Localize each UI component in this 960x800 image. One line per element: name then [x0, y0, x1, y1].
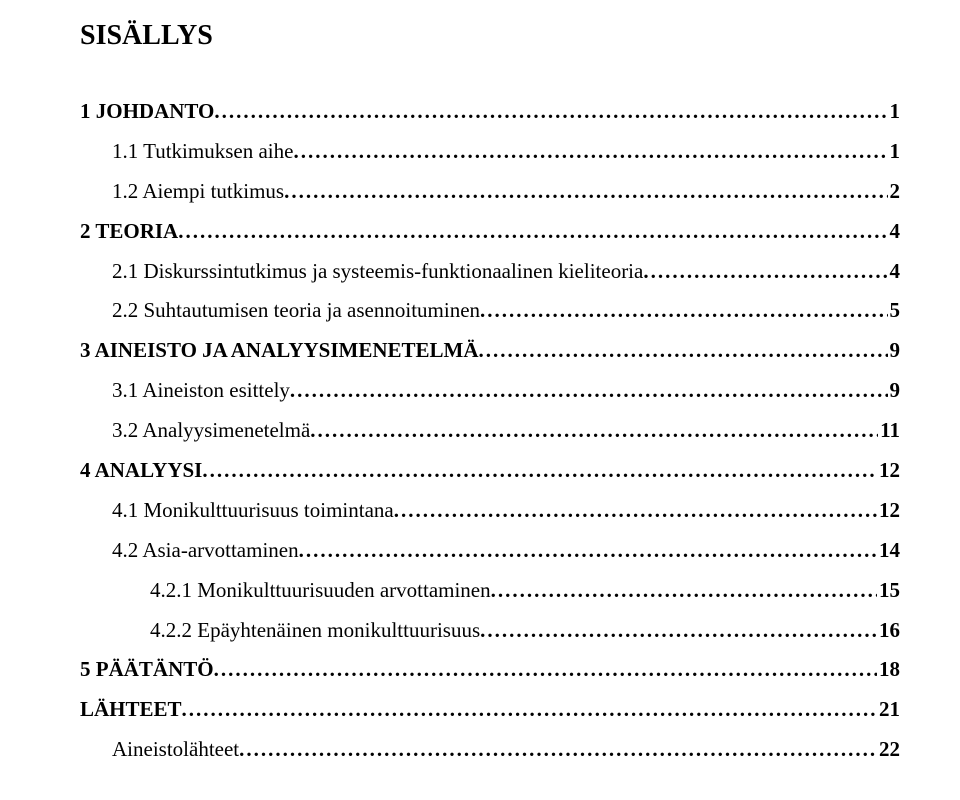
toc-entry-label: 2 TEORIA: [80, 212, 178, 252]
toc-entry: LÄHTEET 21: [80, 690, 900, 730]
toc-leader-dots: [182, 690, 877, 730]
toc-leader-dots: [214, 650, 877, 690]
toc-leader-dots: [491, 571, 877, 611]
toc-entry: 3 AINEISTO JA ANALYYSIMENETELMÄ 9: [80, 331, 900, 371]
toc-entry-page: 1: [888, 92, 901, 132]
toc-entry-label: 4.2.2 Epäyhtenäinen monikulttuurisuus: [80, 611, 480, 651]
toc-leader-dots: [284, 172, 887, 212]
toc-entry-label: 3 AINEISTO JA ANALYYSIMENETELMÄ: [80, 331, 479, 371]
toc-entry-label: 3.2 Analyysimenetelmä: [80, 411, 310, 451]
toc-entry-label: 4.1 Monikulttuurisuus toimintana: [80, 491, 394, 531]
toc-entry-label: Aineistolähteet: [80, 730, 239, 770]
toc-list: 1 JOHDANTO11.1 Tutkimuksen aihe11.2 Aiem…: [80, 92, 900, 770]
toc-entry-page: 15: [877, 571, 900, 611]
toc-entry-page: 14: [877, 531, 900, 571]
toc-leader-dots: [214, 92, 887, 132]
toc-entry: 2.1 Diskurssintutkimus ja systeemis-funk…: [80, 252, 900, 292]
toc-entry: 4.2 Asia-arvottaminen 14: [80, 531, 900, 571]
toc-entry-label: 4.2.1 Monikulttuurisuuden arvottaminen: [80, 571, 491, 611]
toc-entry-label: 2.1 Diskurssintutkimus ja systeemis-funk…: [80, 252, 643, 292]
toc-entry-page: 4: [888, 252, 901, 292]
toc-leader-dots: [479, 331, 888, 371]
toc-leader-dots: [299, 531, 877, 571]
toc-title: SISÄLLYS: [80, 20, 900, 52]
toc-leader-dots: [239, 730, 877, 770]
toc-entry-page: 2: [888, 172, 901, 212]
toc-entry-page: 5: [888, 291, 901, 331]
toc-entry: 1.1 Tutkimuksen aihe 1: [80, 132, 900, 172]
toc-entry-label: 3.1 Aineiston esittely: [80, 371, 290, 411]
toc-entry-page: 12: [877, 451, 900, 491]
toc-leader-dots: [293, 132, 887, 172]
toc-entry-label: 4 ANALYYSI: [80, 451, 202, 491]
toc-entry: 1.2 Aiempi tutkimus 2: [80, 172, 900, 212]
toc-leader-dots: [643, 252, 887, 292]
toc-entry-label: LÄHTEET: [80, 690, 182, 730]
toc-entry: 4.2.2 Epäyhtenäinen monikulttuurisuus 16: [80, 611, 900, 651]
toc-entry-label: 1 JOHDANTO: [80, 92, 214, 132]
toc-entry-page: 4: [888, 212, 901, 252]
toc-entry: 2.2 Suhtautumisen teoria ja asennoitumin…: [80, 291, 900, 331]
toc-entry-page: 9: [888, 331, 901, 371]
toc-entry: 4.1 Monikulttuurisuus toimintana 12: [80, 491, 900, 531]
toc-entry-page: 12: [877, 491, 900, 531]
toc-entry-label: 5 PÄÄTÄNTÖ: [80, 650, 214, 690]
toc-leader-dots: [202, 451, 877, 491]
toc-entry: Aineistolähteet 22: [80, 730, 900, 770]
toc-entry-label: 4.2 Asia-arvottaminen: [80, 531, 299, 571]
toc-entry: 3.1 Aineiston esittely 9: [80, 371, 900, 411]
toc-leader-dots: [394, 491, 877, 531]
toc-leader-dots: [480, 291, 887, 331]
toc-entry-label: 1.2 Aiempi tutkimus: [80, 172, 284, 212]
toc-entry: 2 TEORIA 4: [80, 212, 900, 252]
toc-entry-page: 18: [877, 650, 900, 690]
toc-entry-page: 9: [888, 371, 901, 411]
toc-leader-dots: [310, 411, 878, 451]
toc-leader-dots: [480, 611, 877, 651]
toc-leader-dots: [178, 212, 887, 252]
toc-leader-dots: [290, 371, 888, 411]
toc-entry-label: 1.1 Tutkimuksen aihe: [80, 132, 293, 172]
toc-entry-label: 2.2 Suhtautumisen teoria ja asennoitumin…: [80, 291, 480, 331]
toc-entry: 3.2 Analyysimenetelmä 11: [80, 411, 900, 451]
toc-entry-page: 21: [877, 690, 900, 730]
toc-entry: 4.2.1 Monikulttuurisuuden arvottaminen 15: [80, 571, 900, 611]
toc-entry: 1 JOHDANTO 1: [80, 92, 900, 132]
toc-entry: 4 ANALYYSI 12: [80, 451, 900, 491]
toc-entry-page: 1: [888, 132, 901, 172]
toc-entry-page: 16: [877, 611, 900, 651]
toc-entry: 5 PÄÄTÄNTÖ 18: [80, 650, 900, 690]
toc-entry-page: 11: [878, 411, 900, 451]
toc-entry-page: 22: [877, 730, 900, 770]
toc-page: SISÄLLYS 1 JOHDANTO11.1 Tutkimuksen aihe…: [0, 0, 960, 800]
